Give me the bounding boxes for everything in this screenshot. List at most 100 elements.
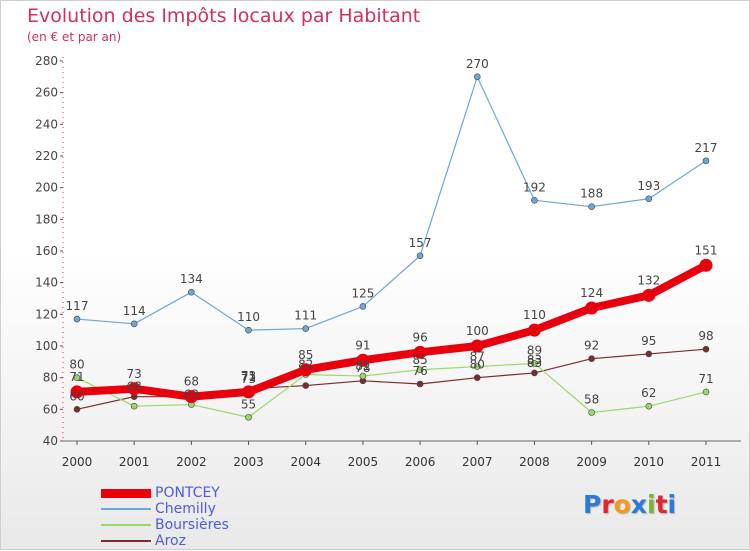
data-point-aroz: [645, 350, 653, 358]
y-tick-label: 40: [43, 434, 58, 448]
data-label-aroz: 80: [470, 358, 485, 372]
data-label-pontcey: 100: [466, 324, 489, 338]
legend-swatch: [101, 508, 151, 510]
x-tick-label: 2002: [176, 455, 207, 469]
data-label-chemilly: 270: [466, 57, 489, 71]
data-label-aroz: 73: [241, 369, 256, 383]
data-label-extra: 83: [527, 356, 542, 370]
data-label-pontcey: 71: [241, 370, 256, 384]
data-label-pontcey: 71: [69, 370, 84, 384]
x-tick-label: 2005: [348, 455, 379, 469]
data-label-boursières: 62: [641, 386, 656, 400]
data-point-boursières: [645, 402, 653, 410]
data-label-aroz: 98: [698, 329, 713, 343]
data-label-pontcey: 91: [355, 338, 370, 352]
data-label-chemilly: 117: [66, 299, 89, 313]
x-tick-label: 2004: [290, 455, 321, 469]
y-tick-label: 180: [35, 212, 58, 226]
data-label-chemilly: 188: [580, 187, 603, 201]
data-label-extra: 81: [355, 359, 370, 373]
y-tick-label: 240: [35, 117, 58, 131]
y-tick-label: 60: [43, 402, 58, 416]
y-tick-label: 160: [35, 244, 58, 258]
y-tick-label: 260: [35, 86, 58, 100]
data-label-chemilly: 193: [637, 179, 660, 193]
data-label-extra: 85: [412, 353, 427, 367]
data-label-extra: 87: [470, 350, 485, 364]
data-point-pontcey: [699, 258, 713, 272]
data-label-chemilly: 110: [237, 310, 260, 324]
data-label-extra: 63: [184, 388, 199, 402]
data-point-pontcey: [413, 345, 427, 359]
series-line-pontcey: [73, 261, 710, 401]
data-label-aroz: 83: [527, 353, 542, 367]
legend-label: Boursières: [155, 517, 229, 533]
data-point-boursières: [359, 372, 367, 380]
data-point-chemilly: [245, 326, 252, 334]
y-tick-label: 120: [35, 307, 58, 321]
data-point-chemilly: [130, 320, 138, 328]
data-label-chemilly: 114: [123, 304, 146, 318]
data-point-chemilly: [531, 197, 538, 204]
data-label-pontcey: 110: [523, 308, 546, 322]
legend-label: PONTCEY: [155, 485, 220, 501]
data-point-chemilly: [588, 203, 595, 210]
data-label-pontcey: 151: [695, 243, 718, 257]
data-label-pontcey: 132: [637, 273, 660, 287]
chart-title: Evolution des Impôts locaux par Habitant: [27, 5, 421, 27]
data-point-chemilly: [702, 157, 710, 165]
data-label-extra: 82: [298, 358, 313, 372]
data-point-pontcey: [127, 382, 141, 396]
data-point-aroz: [302, 382, 310, 389]
data-label-chemilly: 217: [695, 141, 718, 155]
x-tick-label: 2001: [119, 455, 150, 469]
data-point-boursières: [588, 409, 595, 416]
x-tick-label: 2003: [233, 455, 264, 469]
data-point-pontcey: [184, 390, 198, 404]
data-point-pontcey: [299, 363, 313, 377]
data-label-chemilly: 134: [180, 272, 203, 286]
data-point-chemilly: [473, 73, 481, 81]
data-label-aroz: 60: [69, 389, 84, 403]
data-label-boursières: 80: [69, 358, 84, 372]
data-point-boursières: [473, 363, 481, 370]
legend-swatch: [101, 524, 151, 526]
data-point-pontcey: [585, 301, 599, 315]
data-point-aroz: [531, 369, 538, 377]
chart-subtitle: (en € et par an): [27, 30, 122, 44]
x-tick-label: 2009: [576, 455, 607, 469]
y-tick-label: 140: [35, 276, 58, 290]
proxiti-logo: Proxiti: [583, 490, 677, 519]
x-tick-label: 2006: [405, 455, 436, 469]
legend-label: Chemilly: [155, 501, 216, 517]
data-point-chemilly: [416, 252, 424, 260]
data-label-aroz: 95: [641, 334, 656, 348]
series-line-boursières: [76, 362, 707, 418]
data-label-pontcey: 96: [412, 330, 427, 344]
data-point-chemilly: [188, 288, 195, 296]
data-point-boursières: [245, 413, 252, 421]
legend-swatch: [101, 488, 151, 498]
x-tick-label: 2000: [62, 455, 93, 469]
data-point-aroz: [416, 380, 424, 388]
data-label-pontcey: 85: [298, 348, 313, 362]
data-point-boursières: [73, 374, 81, 381]
x-tick-label: 2008: [519, 455, 550, 469]
y-tick-label: 80: [43, 371, 58, 385]
y-tick-label: 100: [35, 339, 58, 353]
data-label-pontcey: 73: [127, 367, 142, 381]
data-label-chemilly: 157: [409, 236, 432, 250]
data-point-boursières: [416, 366, 424, 374]
data-label-aroz: 92: [584, 339, 599, 353]
legend-swatch: [101, 540, 151, 542]
data-point-aroz: [73, 406, 81, 413]
data-point-chemilly: [73, 315, 81, 323]
y-tick-label: 220: [35, 149, 58, 163]
data-point-pontcey: [642, 288, 656, 302]
data-label-pontcey: 68: [184, 375, 199, 389]
series-line-chemilly: [76, 76, 707, 331]
data-point-pontcey: [356, 353, 370, 367]
x-tick-label: 2011: [691, 455, 722, 469]
